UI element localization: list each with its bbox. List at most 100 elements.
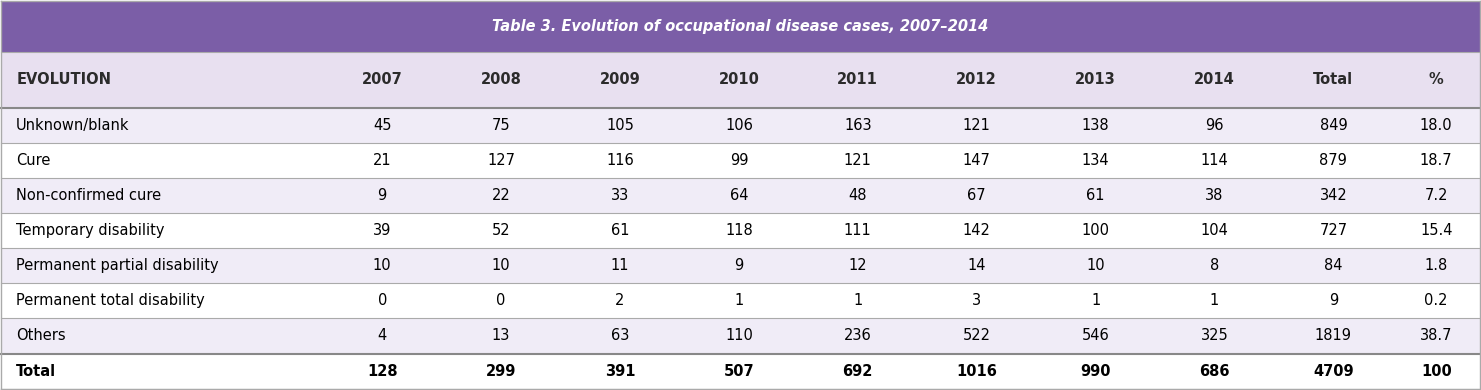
Text: 142: 142 xyxy=(963,223,991,238)
Text: 325: 325 xyxy=(1201,328,1228,344)
Text: 2012: 2012 xyxy=(957,72,997,87)
Text: Total: Total xyxy=(1314,72,1354,87)
Text: 2011: 2011 xyxy=(837,72,878,87)
Text: 61: 61 xyxy=(1087,188,1105,203)
FancyBboxPatch shape xyxy=(1,318,1480,353)
Text: 114: 114 xyxy=(1201,153,1228,168)
Text: 692: 692 xyxy=(843,363,872,379)
Text: 52: 52 xyxy=(492,223,511,238)
FancyBboxPatch shape xyxy=(1,248,1480,284)
Text: Others: Others xyxy=(16,328,65,344)
Text: 879: 879 xyxy=(1320,153,1348,168)
FancyBboxPatch shape xyxy=(1,353,1480,388)
Text: 2007: 2007 xyxy=(361,72,403,87)
Text: 2010: 2010 xyxy=(718,72,760,87)
Text: 1: 1 xyxy=(1210,293,1219,308)
Text: 100: 100 xyxy=(1420,363,1451,379)
Text: 104: 104 xyxy=(1201,223,1228,238)
Text: Cure: Cure xyxy=(16,153,50,168)
Text: 63: 63 xyxy=(610,328,629,344)
Text: 100: 100 xyxy=(1081,223,1109,238)
Text: 67: 67 xyxy=(967,188,986,203)
Text: 96: 96 xyxy=(1206,118,1223,133)
Text: 147: 147 xyxy=(963,153,991,168)
Text: 110: 110 xyxy=(726,328,752,344)
Text: 391: 391 xyxy=(604,363,635,379)
FancyBboxPatch shape xyxy=(1,52,1480,108)
Text: 9: 9 xyxy=(1328,293,1337,308)
Text: 111: 111 xyxy=(844,223,872,238)
FancyBboxPatch shape xyxy=(1,213,1480,248)
Text: 121: 121 xyxy=(844,153,872,168)
Text: Permanent total disability: Permanent total disability xyxy=(16,293,204,308)
Text: 1016: 1016 xyxy=(957,363,997,379)
FancyBboxPatch shape xyxy=(1,143,1480,178)
Text: 99: 99 xyxy=(730,153,748,168)
Text: 106: 106 xyxy=(726,118,752,133)
Text: 10: 10 xyxy=(1086,258,1105,273)
Text: 39: 39 xyxy=(373,223,391,238)
Text: 118: 118 xyxy=(726,223,752,238)
Text: 10: 10 xyxy=(492,258,511,273)
Text: 727: 727 xyxy=(1320,223,1348,238)
Text: 75: 75 xyxy=(492,118,511,133)
Text: 0.2: 0.2 xyxy=(1425,293,1448,308)
Text: 299: 299 xyxy=(486,363,517,379)
Text: 849: 849 xyxy=(1320,118,1348,133)
FancyBboxPatch shape xyxy=(1,108,1480,143)
Text: 48: 48 xyxy=(849,188,866,203)
Text: 1: 1 xyxy=(735,293,743,308)
Text: 546: 546 xyxy=(1081,328,1109,344)
Text: 127: 127 xyxy=(487,153,515,168)
Text: 61: 61 xyxy=(610,223,629,238)
Text: 4: 4 xyxy=(378,328,387,344)
Text: 1.8: 1.8 xyxy=(1425,258,1448,273)
Text: 990: 990 xyxy=(1080,363,1111,379)
Text: 138: 138 xyxy=(1081,118,1109,133)
Text: 11: 11 xyxy=(610,258,629,273)
FancyBboxPatch shape xyxy=(1,2,1480,52)
Text: Table 3. Evolution of occupational disease cases, 2007–2014: Table 3. Evolution of occupational disea… xyxy=(492,19,989,34)
Text: 686: 686 xyxy=(1200,363,1229,379)
Text: 1: 1 xyxy=(853,293,862,308)
Text: 15.4: 15.4 xyxy=(1420,223,1453,238)
Text: Non-confirmed cure: Non-confirmed cure xyxy=(16,188,161,203)
Text: 0: 0 xyxy=(378,293,387,308)
Text: 1: 1 xyxy=(1091,293,1100,308)
Text: 38.7: 38.7 xyxy=(1420,328,1453,344)
Text: 33: 33 xyxy=(610,188,629,203)
Text: 18.0: 18.0 xyxy=(1420,118,1453,133)
Text: 9: 9 xyxy=(735,258,743,273)
Text: 8: 8 xyxy=(1210,258,1219,273)
Text: 121: 121 xyxy=(963,118,991,133)
Text: Permanent partial disability: Permanent partial disability xyxy=(16,258,219,273)
Text: 236: 236 xyxy=(844,328,872,344)
Text: 4709: 4709 xyxy=(1314,363,1354,379)
FancyBboxPatch shape xyxy=(1,178,1480,213)
Text: 18.7: 18.7 xyxy=(1420,153,1453,168)
Text: 3: 3 xyxy=(972,293,982,308)
Text: 2013: 2013 xyxy=(1075,72,1117,87)
Text: 14: 14 xyxy=(967,258,986,273)
Text: 7.2: 7.2 xyxy=(1425,188,1448,203)
Text: 342: 342 xyxy=(1320,188,1348,203)
Text: 13: 13 xyxy=(492,328,511,344)
Text: 0: 0 xyxy=(496,293,507,308)
Text: 64: 64 xyxy=(730,188,748,203)
FancyBboxPatch shape xyxy=(1,284,1480,318)
Text: Temporary disability: Temporary disability xyxy=(16,223,164,238)
Text: 2009: 2009 xyxy=(600,72,640,87)
Text: 2: 2 xyxy=(615,293,625,308)
Text: 1819: 1819 xyxy=(1315,328,1352,344)
Text: 9: 9 xyxy=(378,188,387,203)
Text: 134: 134 xyxy=(1081,153,1109,168)
Text: 21: 21 xyxy=(373,153,391,168)
Text: 105: 105 xyxy=(606,118,634,133)
Text: EVOLUTION: EVOLUTION xyxy=(16,72,111,87)
Text: 507: 507 xyxy=(724,363,754,379)
Text: 22: 22 xyxy=(492,188,511,203)
Text: 45: 45 xyxy=(373,118,391,133)
Text: %: % xyxy=(1429,72,1444,87)
Text: 2008: 2008 xyxy=(481,72,521,87)
Text: 522: 522 xyxy=(963,328,991,344)
